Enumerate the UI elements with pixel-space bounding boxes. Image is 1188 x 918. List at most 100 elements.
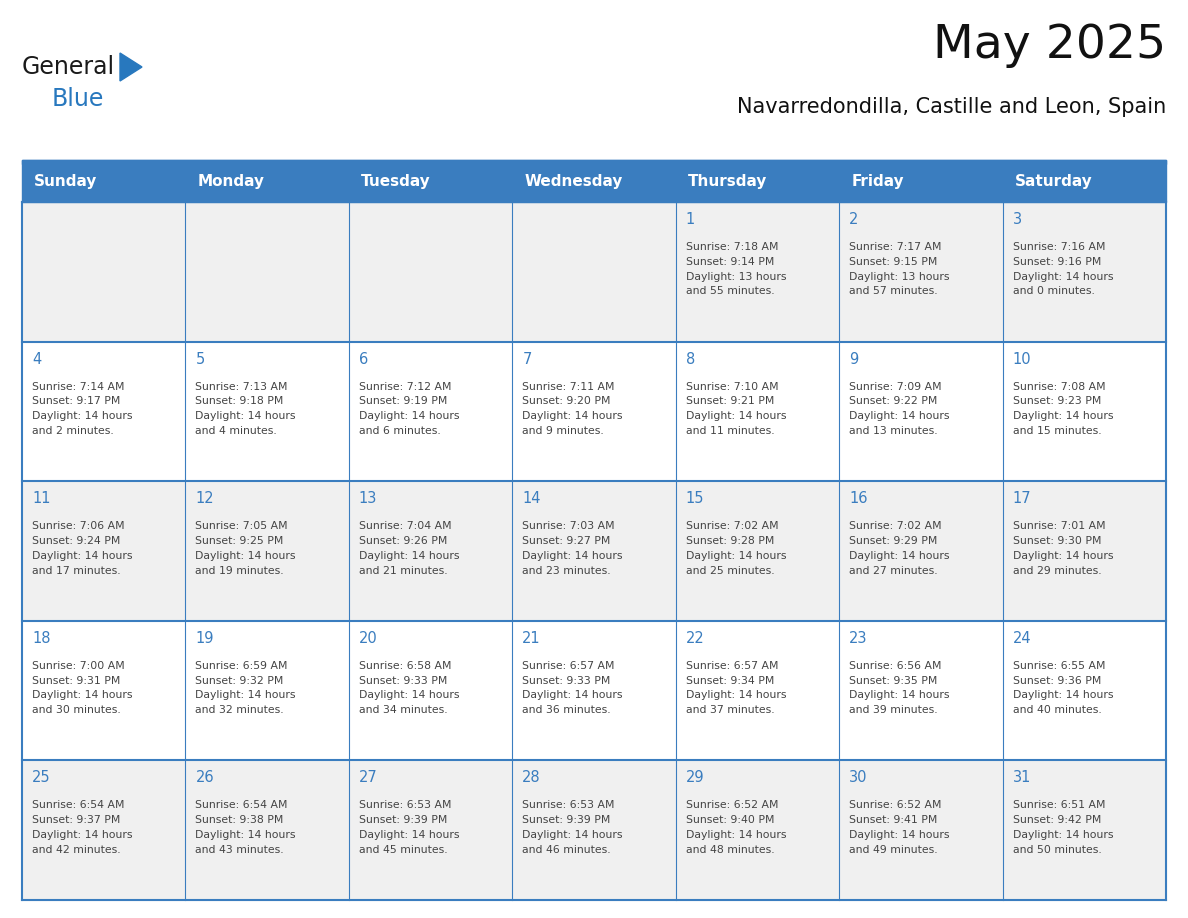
Text: and 30 minutes.: and 30 minutes.	[32, 705, 121, 715]
Text: Sunset: 9:22 PM: Sunset: 9:22 PM	[849, 397, 937, 407]
Bar	[23, 160, 1165, 164]
Text: Sunset: 9:36 PM: Sunset: 9:36 PM	[1012, 676, 1101, 686]
Text: 31: 31	[1012, 770, 1031, 786]
Text: Sunrise: 6:58 AM: Sunrise: 6:58 AM	[359, 661, 451, 671]
Text: Daylight: 14 hours: Daylight: 14 hours	[523, 551, 623, 561]
Text: Sunrise: 7:11 AM: Sunrise: 7:11 AM	[523, 382, 614, 392]
Text: Daylight: 14 hours: Daylight: 14 hours	[32, 690, 133, 700]
Text: 26: 26	[196, 770, 214, 786]
Text: 1: 1	[685, 212, 695, 227]
Text: Daylight: 14 hours: Daylight: 14 hours	[849, 551, 949, 561]
Text: Sunset: 9:38 PM: Sunset: 9:38 PM	[196, 815, 284, 825]
Text: and 32 minutes.: and 32 minutes.	[196, 705, 284, 715]
Text: Sunrise: 7:06 AM: Sunrise: 7:06 AM	[32, 521, 125, 532]
Text: and 27 minutes.: and 27 minutes.	[849, 565, 937, 576]
Text: 6: 6	[359, 352, 368, 366]
Text: Sunset: 9:27 PM: Sunset: 9:27 PM	[523, 536, 611, 546]
Text: 18: 18	[32, 631, 51, 645]
Text: 5: 5	[196, 352, 204, 366]
Text: and 15 minutes.: and 15 minutes.	[1012, 426, 1101, 436]
Text: Sunset: 9:20 PM: Sunset: 9:20 PM	[523, 397, 611, 407]
Text: and 9 minutes.: and 9 minutes.	[523, 426, 604, 436]
Bar	[23, 202, 1165, 341]
Text: and 36 minutes.: and 36 minutes.	[523, 705, 611, 715]
Text: 14: 14	[523, 491, 541, 506]
Text: Sunset: 9:28 PM: Sunset: 9:28 PM	[685, 536, 775, 546]
Text: Sunset: 9:33 PM: Sunset: 9:33 PM	[523, 676, 611, 686]
Text: Sunrise: 7:13 AM: Sunrise: 7:13 AM	[196, 382, 287, 392]
Text: Daylight: 14 hours: Daylight: 14 hours	[523, 411, 623, 421]
Text: 17: 17	[1012, 491, 1031, 506]
Text: Daylight: 14 hours: Daylight: 14 hours	[359, 690, 460, 700]
Text: Daylight: 14 hours: Daylight: 14 hours	[196, 551, 296, 561]
Text: and 19 minutes.: and 19 minutes.	[196, 565, 284, 576]
Text: Sunrise: 7:12 AM: Sunrise: 7:12 AM	[359, 382, 451, 392]
Text: Thursday: Thursday	[688, 174, 767, 188]
Text: Daylight: 14 hours: Daylight: 14 hours	[849, 830, 949, 840]
Text: and 48 minutes.: and 48 minutes.	[685, 845, 775, 855]
Text: Daylight: 14 hours: Daylight: 14 hours	[685, 551, 786, 561]
Text: and 2 minutes.: and 2 minutes.	[32, 426, 114, 436]
Text: Sunrise: 6:54 AM: Sunrise: 6:54 AM	[32, 800, 125, 811]
Text: Sunrise: 7:17 AM: Sunrise: 7:17 AM	[849, 242, 942, 252]
Text: Daylight: 13 hours: Daylight: 13 hours	[685, 272, 786, 282]
Text: Monday: Monday	[197, 174, 265, 188]
Text: Sunset: 9:29 PM: Sunset: 9:29 PM	[849, 536, 937, 546]
Text: Daylight: 13 hours: Daylight: 13 hours	[849, 272, 949, 282]
Text: Sunset: 9:39 PM: Sunset: 9:39 PM	[523, 815, 611, 825]
Text: Daylight: 14 hours: Daylight: 14 hours	[32, 551, 133, 561]
Text: Sunset: 9:21 PM: Sunset: 9:21 PM	[685, 397, 775, 407]
Text: and 46 minutes.: and 46 minutes.	[523, 845, 611, 855]
Text: 22: 22	[685, 631, 704, 645]
Text: Sunset: 9:39 PM: Sunset: 9:39 PM	[359, 815, 447, 825]
Text: Daylight: 14 hours: Daylight: 14 hours	[523, 690, 623, 700]
Text: Sunrise: 6:57 AM: Sunrise: 6:57 AM	[523, 661, 614, 671]
Text: and 6 minutes.: and 6 minutes.	[359, 426, 441, 436]
Text: Daylight: 14 hours: Daylight: 14 hours	[1012, 411, 1113, 421]
Text: Sunset: 9:33 PM: Sunset: 9:33 PM	[359, 676, 447, 686]
Text: Sunset: 9:26 PM: Sunset: 9:26 PM	[359, 536, 447, 546]
Text: Sunrise: 7:01 AM: Sunrise: 7:01 AM	[1012, 521, 1105, 532]
Text: Sunrise: 7:00 AM: Sunrise: 7:00 AM	[32, 661, 125, 671]
Text: 12: 12	[196, 491, 214, 506]
Text: Sunset: 9:15 PM: Sunset: 9:15 PM	[849, 257, 937, 267]
Text: Sunset: 9:35 PM: Sunset: 9:35 PM	[849, 676, 937, 686]
Bar	[23, 760, 1165, 900]
Text: Daylight: 14 hours: Daylight: 14 hours	[685, 411, 786, 421]
Text: Sunset: 9:17 PM: Sunset: 9:17 PM	[32, 397, 120, 407]
Text: Sunrise: 6:51 AM: Sunrise: 6:51 AM	[1012, 800, 1105, 811]
Text: and 45 minutes.: and 45 minutes.	[359, 845, 448, 855]
Text: 11: 11	[32, 491, 51, 506]
Text: Daylight: 14 hours: Daylight: 14 hours	[1012, 272, 1113, 282]
Text: Daylight: 14 hours: Daylight: 14 hours	[849, 690, 949, 700]
Text: 30: 30	[849, 770, 867, 786]
Text: Sunrise: 6:53 AM: Sunrise: 6:53 AM	[523, 800, 614, 811]
Text: and 49 minutes.: and 49 minutes.	[849, 845, 937, 855]
Text: Sunrise: 6:52 AM: Sunrise: 6:52 AM	[685, 800, 778, 811]
Text: 8: 8	[685, 352, 695, 366]
Text: and 50 minutes.: and 50 minutes.	[1012, 845, 1101, 855]
Bar	[23, 341, 1165, 481]
Text: and 21 minutes.: and 21 minutes.	[359, 565, 448, 576]
Text: Daylight: 14 hours: Daylight: 14 hours	[1012, 690, 1113, 700]
Text: 7: 7	[523, 352, 532, 366]
Bar	[23, 160, 1165, 202]
Text: Sunrise: 7:05 AM: Sunrise: 7:05 AM	[196, 521, 287, 532]
Text: 3: 3	[1012, 212, 1022, 227]
Text: Sunrise: 7:18 AM: Sunrise: 7:18 AM	[685, 242, 778, 252]
Text: and 4 minutes.: and 4 minutes.	[196, 426, 277, 436]
Text: Sunrise: 7:02 AM: Sunrise: 7:02 AM	[685, 521, 778, 532]
Text: 16: 16	[849, 491, 867, 506]
Text: Sunrise: 7:04 AM: Sunrise: 7:04 AM	[359, 521, 451, 532]
Bar	[23, 481, 1165, 621]
Text: Sunday: Sunday	[34, 174, 97, 188]
Text: and 34 minutes.: and 34 minutes.	[359, 705, 448, 715]
Text: and 11 minutes.: and 11 minutes.	[685, 426, 775, 436]
Polygon shape	[120, 53, 143, 81]
Text: Sunset: 9:32 PM: Sunset: 9:32 PM	[196, 676, 284, 686]
Text: Wednesday: Wednesday	[524, 174, 623, 188]
Text: Sunrise: 7:02 AM: Sunrise: 7:02 AM	[849, 521, 942, 532]
Text: Sunset: 9:14 PM: Sunset: 9:14 PM	[685, 257, 775, 267]
Text: 13: 13	[359, 491, 378, 506]
Text: 24: 24	[1012, 631, 1031, 645]
